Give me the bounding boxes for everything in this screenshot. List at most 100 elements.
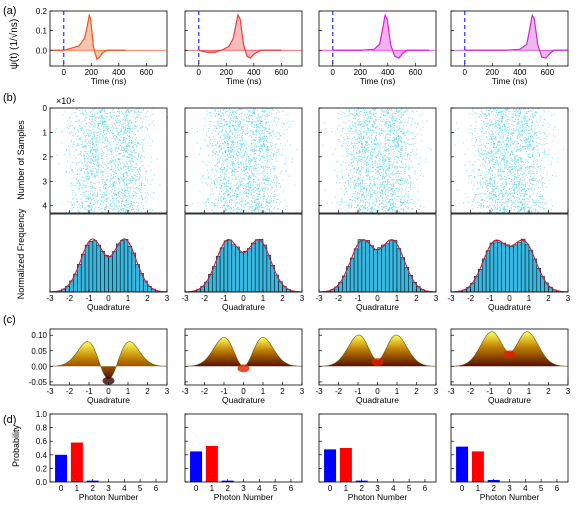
sample-point bbox=[398, 206, 400, 208]
sample-point bbox=[356, 151, 358, 153]
sample-point bbox=[256, 157, 258, 159]
sample-point bbox=[135, 140, 137, 142]
sample-point bbox=[98, 123, 100, 125]
sample-point bbox=[238, 148, 240, 150]
sample-point bbox=[279, 153, 281, 155]
sample-point bbox=[352, 160, 354, 162]
sample-point bbox=[104, 193, 106, 195]
sample-point bbox=[385, 110, 387, 112]
sample-point bbox=[357, 169, 359, 171]
sample-point bbox=[249, 186, 251, 188]
sample-point bbox=[213, 180, 215, 182]
sample-point bbox=[132, 187, 134, 189]
sample-point bbox=[145, 171, 147, 173]
sample-point bbox=[225, 137, 226, 139]
sample-point bbox=[262, 125, 264, 127]
sample-point bbox=[254, 158, 256, 160]
sample-point bbox=[389, 160, 391, 162]
sample-point bbox=[264, 182, 265, 184]
sample-point bbox=[132, 173, 134, 175]
sample-point bbox=[273, 154, 274, 156]
sample-point bbox=[123, 204, 125, 206]
sample-point bbox=[152, 120, 154, 122]
sample-point bbox=[145, 135, 147, 137]
sample-point bbox=[110, 165, 112, 167]
sample-point bbox=[373, 114, 374, 115]
sample-point bbox=[217, 133, 219, 135]
sample-point bbox=[365, 122, 367, 124]
sample-point bbox=[241, 165, 243, 167]
sample-point bbox=[97, 165, 99, 167]
sample-point bbox=[93, 157, 95, 159]
sample-point bbox=[78, 182, 80, 184]
sample-point bbox=[128, 170, 130, 172]
sample-point bbox=[251, 204, 252, 206]
sample-point bbox=[255, 143, 257, 145]
sample-point bbox=[369, 175, 371, 177]
sample-point bbox=[82, 136, 84, 138]
sample-point bbox=[257, 177, 259, 179]
sample-point bbox=[253, 191, 255, 193]
sample-point bbox=[246, 191, 248, 193]
sample-point bbox=[386, 169, 388, 171]
sample-point bbox=[244, 151, 246, 153]
sample-point bbox=[275, 176, 277, 178]
sample-point bbox=[278, 132, 280, 134]
sample-point bbox=[271, 159, 273, 160]
sample-point bbox=[224, 198, 226, 200]
sample-point bbox=[394, 210, 396, 212]
sample-point bbox=[382, 200, 384, 202]
sample-point bbox=[95, 160, 97, 162]
sample-point bbox=[369, 121, 371, 123]
sample-point bbox=[86, 173, 88, 175]
sample-point bbox=[231, 144, 232, 146]
sample-point bbox=[390, 199, 392, 200]
sample-point bbox=[114, 209, 116, 211]
sample-point bbox=[367, 149, 369, 151]
sample-point bbox=[101, 122, 103, 124]
sample-point bbox=[400, 120, 401, 122]
sample-point bbox=[89, 126, 91, 128]
sample-point bbox=[230, 151, 232, 153]
sample-point bbox=[234, 135, 236, 137]
sample-point bbox=[84, 159, 86, 161]
sample-point bbox=[382, 174, 384, 176]
sample-point bbox=[215, 144, 217, 146]
sample-point bbox=[111, 195, 112, 197]
sample-point bbox=[218, 124, 219, 126]
sample-point bbox=[389, 184, 391, 186]
sample-point bbox=[126, 115, 128, 117]
sample-point bbox=[264, 119, 266, 120]
sample-point bbox=[345, 188, 347, 190]
sample-point bbox=[106, 200, 108, 202]
sample-point bbox=[250, 187, 252, 189]
sample-point bbox=[125, 129, 126, 130]
sample-point bbox=[265, 148, 267, 150]
sample-point bbox=[84, 155, 86, 157]
sample-point bbox=[398, 137, 400, 139]
sample-point bbox=[268, 158, 270, 160]
sample-point bbox=[93, 194, 95, 196]
sample-point bbox=[84, 171, 86, 173]
sample-point bbox=[130, 129, 132, 131]
sample-point bbox=[79, 183, 80, 185]
sample-point bbox=[230, 199, 232, 200]
sample-point bbox=[386, 201, 388, 203]
sample-point bbox=[246, 143, 248, 145]
sample-point bbox=[410, 189, 412, 191]
sample-point bbox=[260, 143, 262, 145]
sample-point bbox=[113, 133, 115, 135]
sample-point bbox=[112, 108, 114, 110]
sample-point bbox=[394, 112, 396, 114]
sample-point bbox=[131, 150, 133, 152]
sample-point bbox=[135, 188, 137, 189]
sample-point bbox=[242, 182, 244, 184]
sample-point bbox=[112, 209, 113, 211]
sample-point bbox=[120, 136, 122, 138]
sample-point bbox=[246, 109, 248, 111]
sample-point bbox=[79, 125, 81, 127]
sample-point bbox=[63, 154, 65, 156]
sample-point bbox=[252, 184, 254, 186]
sample-point bbox=[363, 187, 365, 189]
sample-point bbox=[243, 170, 245, 172]
